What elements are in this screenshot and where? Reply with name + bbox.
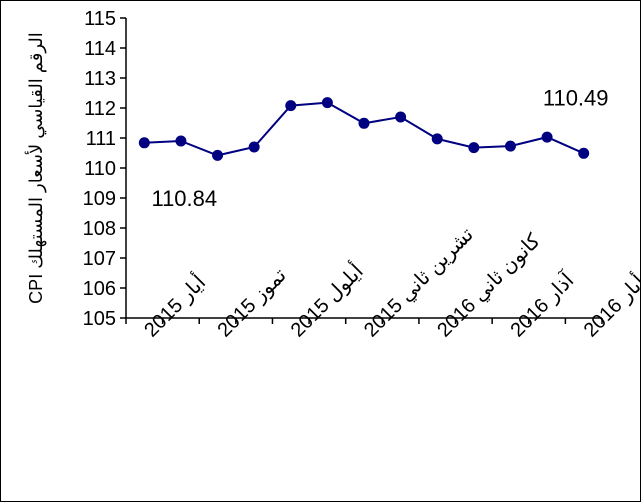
y-tick-label: 110	[84, 158, 116, 180]
y-tick-label: 109	[83, 188, 116, 210]
data-point	[578, 147, 590, 159]
data-point	[468, 142, 480, 154]
data-label: 110.49	[543, 85, 609, 110]
y-tick-label: 106	[83, 278, 116, 300]
axes	[120, 17, 603, 324]
x-tick-label: أيار 2015	[138, 269, 210, 341]
y-tick-label: 113	[84, 68, 116, 90]
series-line	[144, 101, 585, 157]
data-point	[212, 149, 224, 161]
data-points	[138, 97, 590, 161]
data-point	[504, 140, 516, 152]
data-label: 110.84	[151, 186, 217, 211]
data-point	[431, 133, 443, 145]
y-tick-label: 108	[83, 218, 116, 240]
data-point	[285, 100, 297, 112]
y-tick-label: 112	[84, 98, 116, 120]
y-tick-label: 111	[86, 128, 116, 150]
data-point	[541, 131, 553, 143]
y-tick-label: 115	[84, 8, 116, 30]
x-tick-label: تموز 2015	[214, 264, 291, 341]
data-point	[248, 141, 260, 153]
x-tick-label: أيار 2016	[578, 269, 641, 341]
y-axis-label: CPI الرقم القياسي لأسعار المستهلك	[25, 32, 47, 304]
x-tick-label: أيلول 2015	[285, 258, 368, 341]
data-point	[358, 117, 370, 129]
y-tick-label: 105	[83, 308, 116, 330]
data-point	[321, 97, 333, 109]
x-tick-label: آذار 2016	[504, 266, 579, 341]
data-point	[395, 111, 407, 123]
data-point	[138, 137, 150, 149]
data-labels: 110.84 110.49	[151, 85, 608, 211]
data-point	[175, 135, 187, 147]
y-tick-labels: 105 106 107 108 109 110 111 112 113 114 115	[83, 8, 116, 330]
y-tick-label: 107	[83, 248, 116, 270]
y-tick-label: 114	[84, 38, 116, 60]
